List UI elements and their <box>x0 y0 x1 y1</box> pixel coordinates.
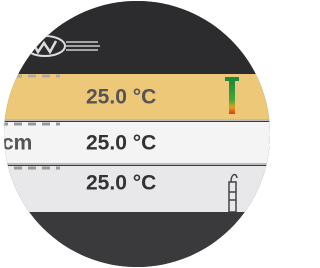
unit-label: cm <box>2 132 32 155</box>
header-bar <box>0 0 274 74</box>
temperature: 25.0 °C <box>86 86 156 109</box>
temperature: 25.0 °C <box>86 132 156 155</box>
temperature: 25.0 °C <box>86 172 156 195</box>
display: 25.0 °C cm 25.0 °C 25.0 °C <box>0 0 274 268</box>
page: {"rows": [ {"value": "25.0 °C"}, {"label… <box>0 0 320 268</box>
screen-view: 25.0 °C cm 25.0 °C 25.0 °C <box>0 0 274 268</box>
footer <box>0 212 274 268</box>
